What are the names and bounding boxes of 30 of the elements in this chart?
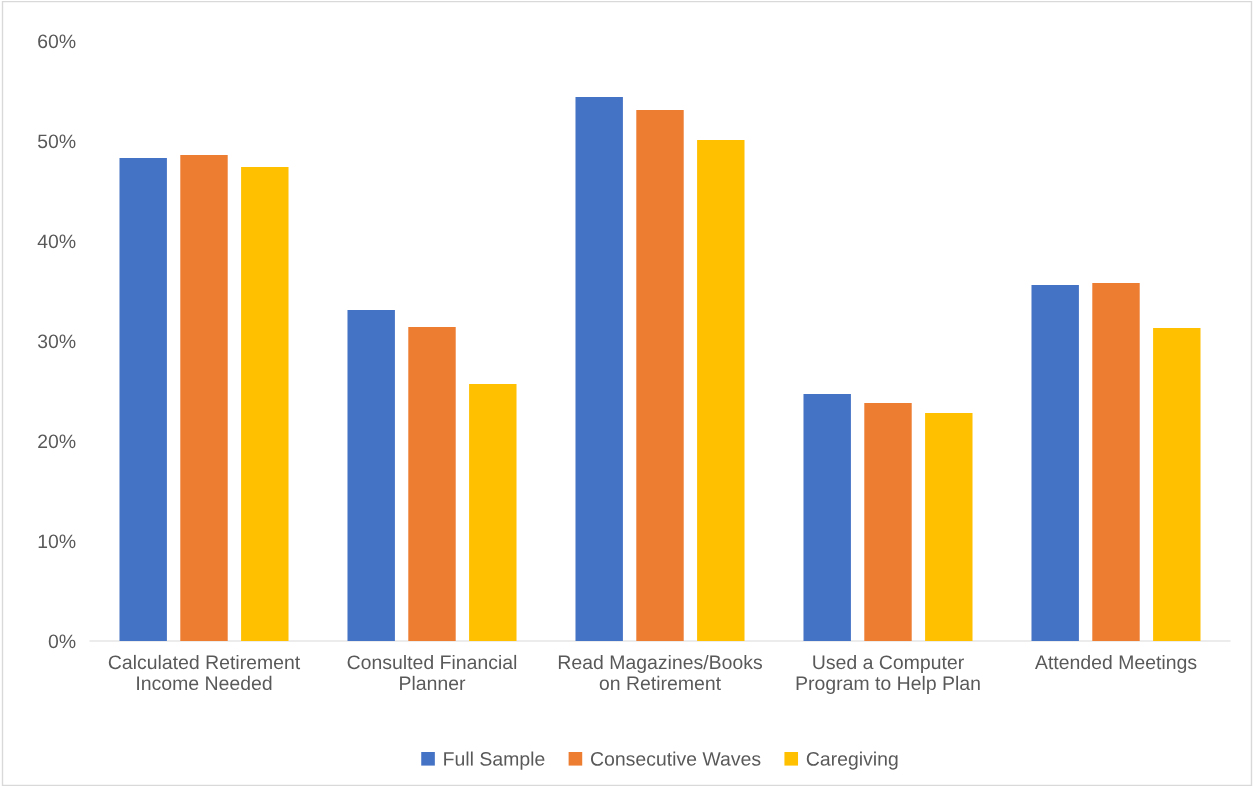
y-tick-label: 60% (38, 34, 76, 49)
bar (636, 110, 684, 641)
legend-label: Caregiving (806, 751, 898, 770)
y-tick-label: 10% (38, 534, 76, 549)
y-tick-label: 30% (37, 334, 76, 349)
bar (408, 327, 456, 641)
x-tick-label: Calculated Retirement Income Needed (108, 654, 301, 691)
y-tick-label: 20% (38, 434, 76, 449)
bar (1092, 283, 1140, 641)
bar (697, 140, 745, 641)
legend-label: Consecutive Waves (590, 751, 761, 766)
x-tick-label: Consulted Financial Planner (347, 654, 517, 691)
bar (575, 97, 623, 641)
y-tick-label: 0% (48, 634, 76, 649)
legend-label: Full Sample (444, 751, 545, 770)
bar (469, 384, 517, 641)
x-tick-label: Read Magazines/Books on Retirement (558, 654, 762, 691)
bar (1031, 285, 1079, 641)
bar (119, 158, 167, 641)
y-tick-label: 40% (37, 234, 76, 249)
bar (1153, 328, 1201, 641)
bar (241, 167, 289, 641)
bar (803, 394, 851, 641)
x-tick-label: Used a Computer Program to Help Plan (796, 654, 980, 694)
x-tick-label: Attended Meetings (1034, 654, 1197, 674)
y-tick-label: 50% (37, 134, 76, 149)
bar (180, 155, 228, 641)
bar (864, 403, 912, 641)
bar (925, 413, 973, 641)
bar (347, 310, 395, 641)
